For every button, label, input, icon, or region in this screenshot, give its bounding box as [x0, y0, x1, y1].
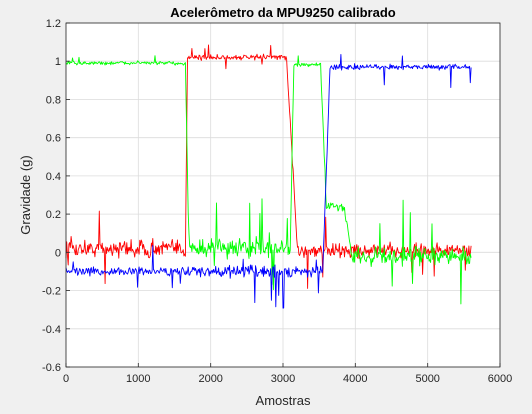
x-axis-ticks: 0 1000 2000 3000 4000 5000 6000 [63, 363, 512, 385]
y-tick-label: 0.2 [46, 209, 61, 221]
series-line-z [65, 54, 472, 309]
y-tick-label: 0.8 [46, 94, 61, 106]
y-tick-label: 1 [55, 56, 61, 68]
x-tick-label: 2000 [198, 373, 222, 385]
y-axis-ticks: -0.6 -0.4 -0.2 0 0.2 0.4 0.6 0.8 1 1.2 [42, 18, 70, 374]
y-tick-label: 0.4 [46, 171, 61, 183]
series-layer [65, 44, 472, 309]
x-tick-label: 1000 [126, 373, 150, 385]
x-tick-label: 3000 [271, 373, 295, 385]
series-line-y [65, 55, 472, 305]
y-tick-label: -0.2 [42, 286, 61, 298]
y-tick-label: 0.6 [46, 133, 61, 145]
y-tick-label: -0.4 [42, 324, 61, 336]
chart-title: Acelerômetro da MPU9250 calibrado [170, 5, 395, 20]
x-tick-label: 6000 [488, 373, 512, 385]
x-tick-label: 5000 [415, 373, 439, 385]
x-tick-label: 0 [63, 373, 69, 385]
y-tick-label: 1.2 [46, 18, 61, 30]
y-tick-label: 0 [55, 247, 61, 259]
y-tick-label: -0.6 [42, 362, 61, 374]
x-axis-label: Amostras [256, 393, 311, 408]
y-axis-label: Gravidade (g) [18, 155, 33, 234]
x-tick-label: 4000 [343, 373, 367, 385]
